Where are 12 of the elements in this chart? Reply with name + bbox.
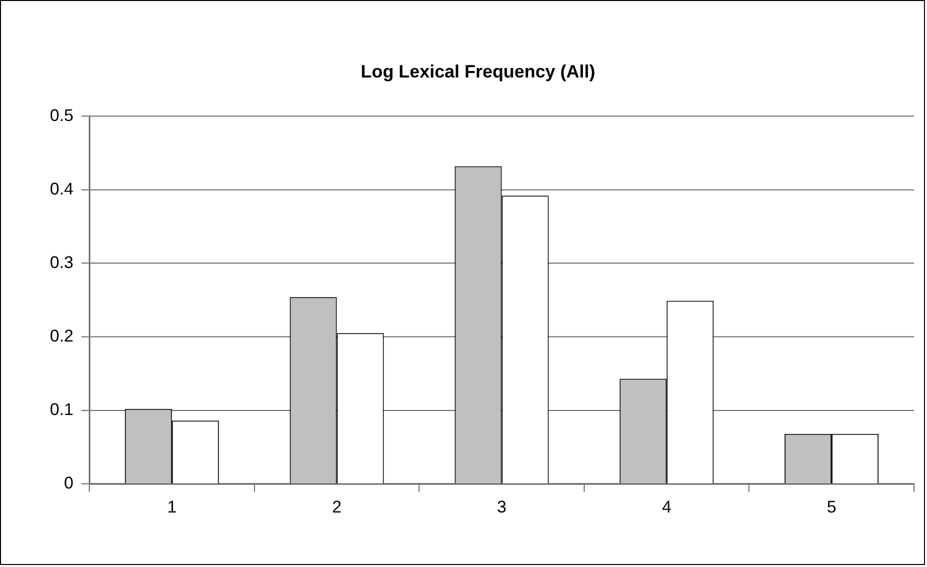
y-tick-label: 0 [64, 474, 74, 493]
x-tick-label: 1 [167, 498, 177, 517]
y-tick-label: 0.2 [50, 326, 74, 346]
y-tick-label: 0.4 [50, 179, 74, 198]
y-tick-label: 0.1 [50, 400, 74, 420]
y-tick-label: 0.3 [50, 252, 74, 272]
y-tick-label: 0.5 [50, 106, 74, 125]
x-tick-label: 4 [662, 498, 672, 517]
x-tick-label: 3 [497, 498, 506, 517]
chart-title: Log Lexical Frequency (All) [360, 62, 596, 82]
x-tick-label: 5 [826, 498, 836, 517]
x-tick-label: 2 [332, 498, 342, 517]
